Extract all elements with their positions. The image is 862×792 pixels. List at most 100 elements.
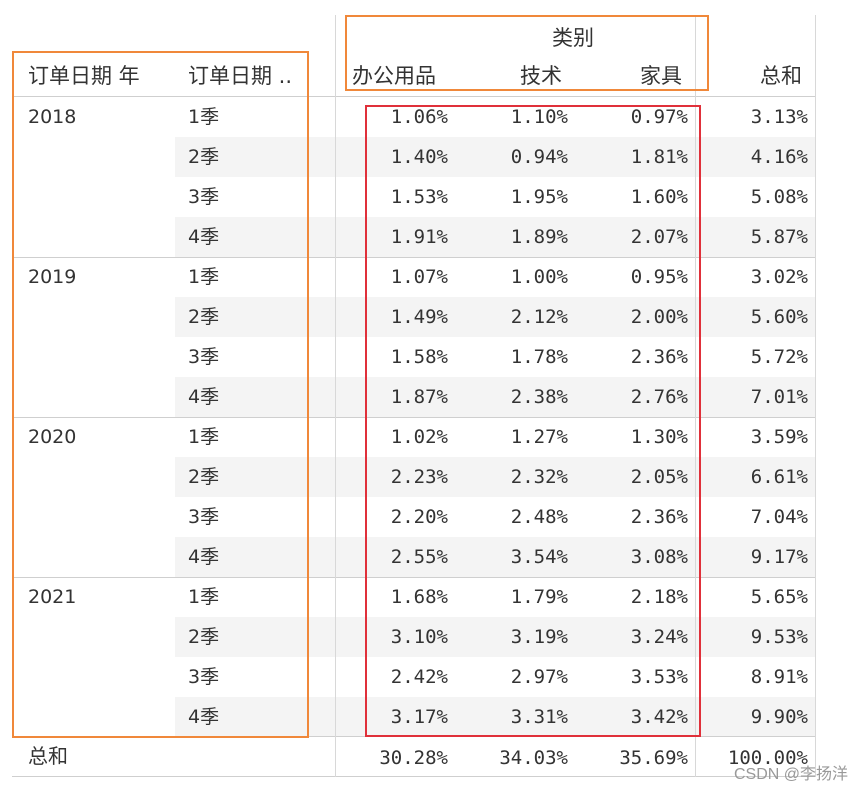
row-stripe bbox=[175, 697, 815, 737]
group-divider bbox=[12, 257, 815, 258]
year-cell: 2020 bbox=[28, 426, 77, 448]
category-highlight-box bbox=[345, 15, 709, 91]
row-stripe bbox=[175, 217, 815, 257]
value-cell: 3.42% bbox=[630, 706, 688, 728]
value-cell: 1.68% bbox=[390, 586, 448, 608]
year-cell: 2019 bbox=[28, 266, 77, 288]
row-total-cell: 5.08% bbox=[750, 186, 808, 208]
quarter-cell: 4季 bbox=[188, 546, 220, 568]
value-cell: 2.36% bbox=[630, 346, 688, 368]
value-cell: 2.42% bbox=[390, 666, 448, 688]
row-total-cell: 3.02% bbox=[750, 266, 808, 288]
value-cell: 2.76% bbox=[630, 386, 688, 408]
group-divider bbox=[12, 417, 815, 418]
row-total-cell: 5.60% bbox=[750, 306, 808, 328]
value-cell: 1.91% bbox=[390, 226, 448, 248]
value-cell: 2.48% bbox=[510, 506, 568, 528]
value-cell: 2.07% bbox=[630, 226, 688, 248]
quarter-cell: 1季 bbox=[188, 106, 220, 128]
quarter-cell: 3季 bbox=[188, 346, 220, 368]
quarter-cell: 2季 bbox=[188, 626, 220, 648]
header-divider bbox=[12, 96, 815, 97]
row-total-cell: 5.72% bbox=[750, 346, 808, 368]
value-cell: 2.55% bbox=[390, 546, 448, 568]
column-header-furniture[interactable]: 家具 bbox=[640, 64, 682, 88]
row-total-cell: 8.91% bbox=[750, 666, 808, 688]
value-cell: 1.81% bbox=[630, 146, 688, 168]
group-divider bbox=[12, 577, 815, 578]
year-column-header[interactable]: 订单日期 年 bbox=[28, 64, 140, 88]
value-cell: 2.05% bbox=[630, 466, 688, 488]
year-cell: 2021 bbox=[28, 586, 77, 608]
value-cell: 2.36% bbox=[630, 506, 688, 528]
quarter-column-header[interactable]: 订单日期 .. bbox=[188, 64, 293, 88]
value-cell: 1.10% bbox=[510, 106, 568, 128]
row-total-cell: 7.01% bbox=[750, 386, 808, 408]
row-stripe bbox=[175, 457, 815, 497]
value-cell: 3.17% bbox=[390, 706, 448, 728]
row-total-cell: 3.13% bbox=[750, 106, 808, 128]
value-cell: 1.02% bbox=[390, 426, 448, 448]
value-cell: 1.89% bbox=[510, 226, 568, 248]
grand-total-furniture: 35.69% bbox=[619, 747, 688, 769]
quarter-cell: 2季 bbox=[188, 466, 220, 488]
dimension-highlight-box bbox=[12, 51, 309, 738]
value-cell: 2.18% bbox=[630, 586, 688, 608]
row-total-cell: 5.87% bbox=[750, 226, 808, 248]
column-divider bbox=[815, 15, 816, 777]
value-cell: 1.78% bbox=[510, 346, 568, 368]
value-cell: 3.24% bbox=[630, 626, 688, 648]
grand-total-overall: 100.00% bbox=[727, 747, 808, 769]
value-cell: 3.10% bbox=[390, 626, 448, 648]
year-cell: 2018 bbox=[28, 106, 77, 128]
quarter-cell: 3季 bbox=[188, 506, 220, 528]
column-header-tech[interactable]: 技术 bbox=[520, 64, 562, 88]
column-divider bbox=[695, 15, 696, 777]
row-total-cell: 4.16% bbox=[750, 146, 808, 168]
value-cell: 3.31% bbox=[510, 706, 568, 728]
value-cell: 2.97% bbox=[510, 666, 568, 688]
value-cell: 2.00% bbox=[630, 306, 688, 328]
value-cell: 1.53% bbox=[390, 186, 448, 208]
column-divider bbox=[335, 15, 336, 777]
value-cell: 2.32% bbox=[510, 466, 568, 488]
row-total-cell: 6.61% bbox=[750, 466, 808, 488]
column-header-office[interactable]: 办公用品 bbox=[352, 64, 436, 88]
value-cell: 1.87% bbox=[390, 386, 448, 408]
quarter-cell: 3季 bbox=[188, 666, 220, 688]
value-cell: 1.27% bbox=[510, 426, 568, 448]
row-total-cell: 9.53% bbox=[750, 626, 808, 648]
value-cell: 1.30% bbox=[630, 426, 688, 448]
value-cell: 3.19% bbox=[510, 626, 568, 648]
row-stripe bbox=[175, 297, 815, 337]
value-cell: 3.53% bbox=[630, 666, 688, 688]
quarter-cell: 1季 bbox=[188, 586, 220, 608]
row-stripe bbox=[175, 537, 815, 577]
value-cell: 2.20% bbox=[390, 506, 448, 528]
value-cell: 2.12% bbox=[510, 306, 568, 328]
quarter-cell: 1季 bbox=[188, 426, 220, 448]
value-cell: 1.79% bbox=[510, 586, 568, 608]
value-cell: 3.54% bbox=[510, 546, 568, 568]
value-cell: 1.49% bbox=[390, 306, 448, 328]
column-header-total[interactable]: 总和 bbox=[760, 64, 802, 88]
grand-total-tech: 34.03% bbox=[499, 747, 568, 769]
row-stripe bbox=[175, 137, 815, 177]
value-cell: 2.23% bbox=[390, 466, 448, 488]
category-header[interactable]: 类别 bbox=[552, 26, 594, 50]
quarter-cell: 3季 bbox=[188, 186, 220, 208]
values-highlight-box bbox=[365, 105, 701, 737]
quarter-cell: 4季 bbox=[188, 386, 220, 408]
quarter-cell: 4季 bbox=[188, 706, 220, 728]
row-total-cell: 5.65% bbox=[750, 586, 808, 608]
value-cell: 0.94% bbox=[510, 146, 568, 168]
value-cell: 0.95% bbox=[630, 266, 688, 288]
value-cell: 3.08% bbox=[630, 546, 688, 568]
quarter-cell: 4季 bbox=[188, 226, 220, 248]
bottom-divider bbox=[12, 776, 815, 777]
quarter-cell: 1季 bbox=[188, 266, 220, 288]
value-cell: 1.00% bbox=[510, 266, 568, 288]
value-cell: 1.95% bbox=[510, 186, 568, 208]
value-cell: 1.07% bbox=[390, 266, 448, 288]
